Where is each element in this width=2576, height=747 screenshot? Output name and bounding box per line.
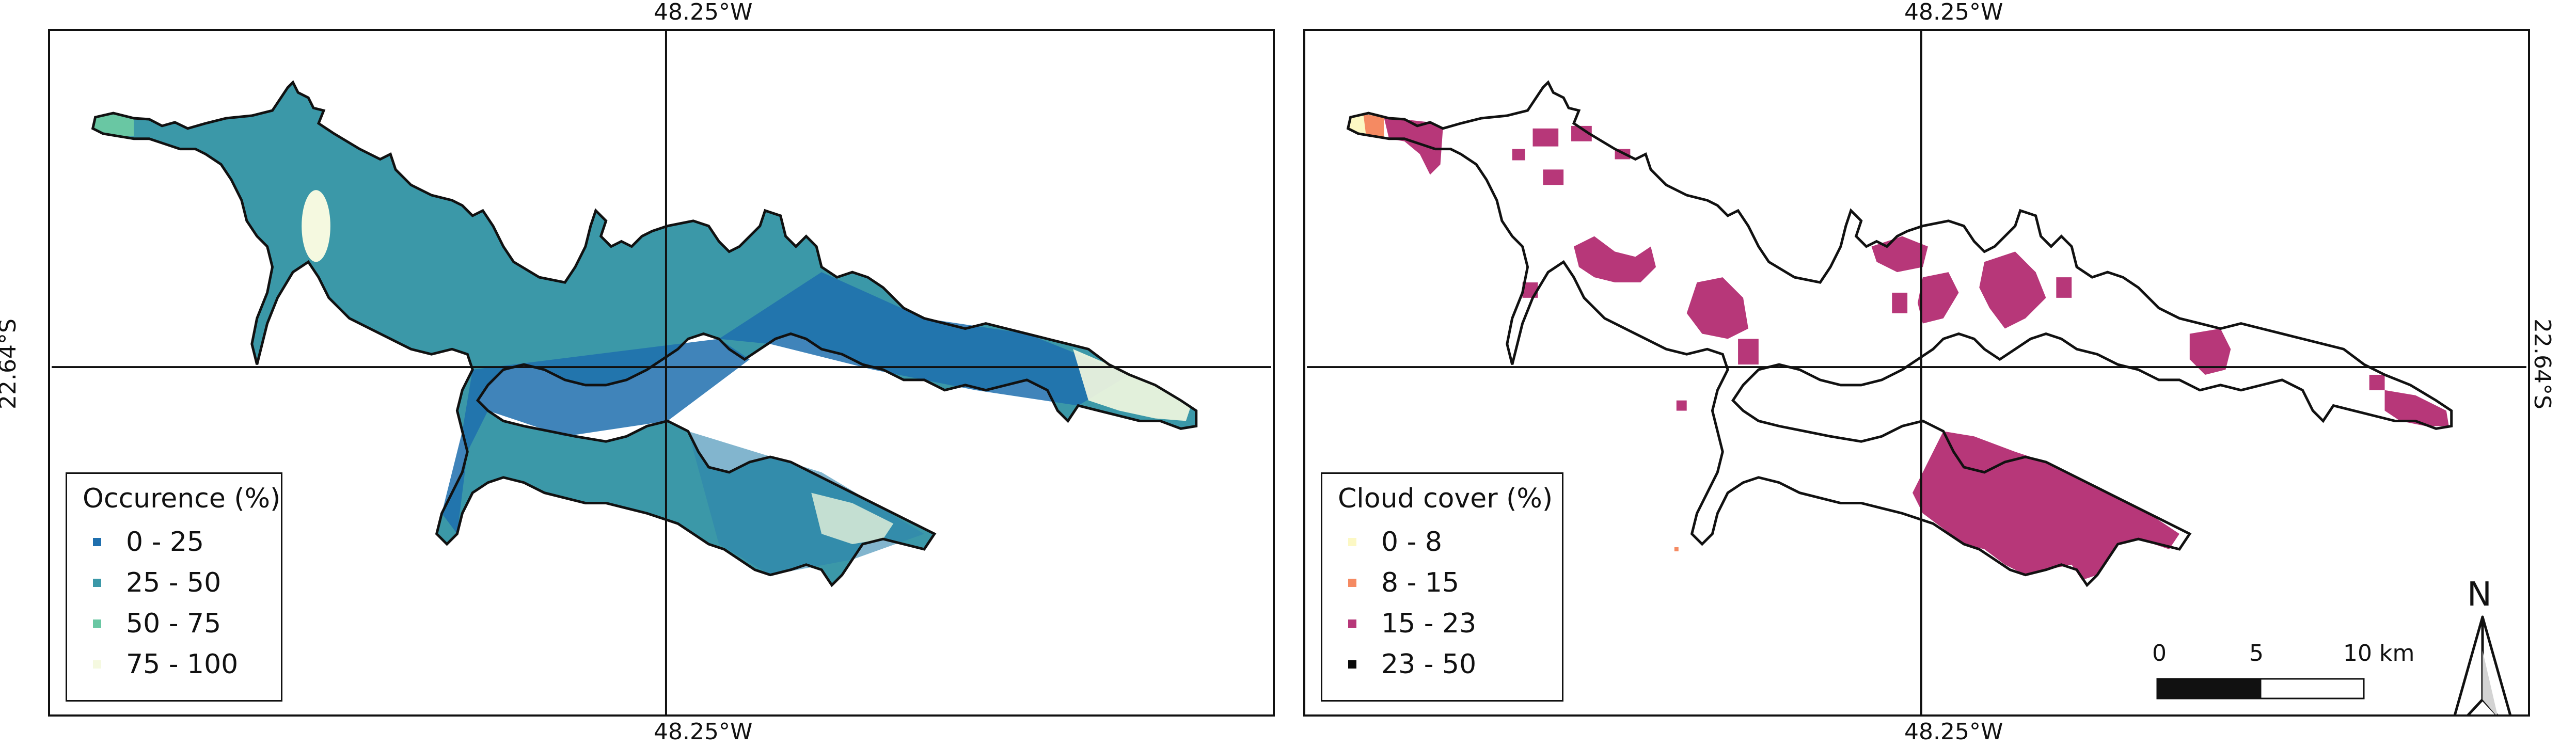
- legend-swatch: [1348, 660, 1356, 669]
- cloud-patch: [1574, 236, 1656, 283]
- legend-item: 8 - 15: [1338, 562, 1546, 603]
- legend-title: Occurence (%): [83, 483, 281, 514]
- cloud-patch-medium: [1363, 114, 1384, 138]
- legend-swatch: [93, 537, 101, 546]
- cloud-patch: [2369, 374, 2385, 390]
- legend-item: 75 - 100: [83, 644, 265, 685]
- cloud-patch: [1384, 117, 1443, 175]
- north-arrow: N: [2446, 576, 2519, 714]
- top-longitude-label-right: 48.25°W: [1904, 0, 2003, 25]
- scale-bar-graphic: [2156, 678, 2365, 700]
- legend-label: 23 - 50: [1381, 648, 1477, 680]
- cloud-patch: [1979, 251, 2046, 329]
- island-light-patch: [302, 190, 330, 262]
- legend-label: 25 - 50: [126, 567, 222, 598]
- legend-item: 25 - 50: [83, 562, 265, 603]
- legend-item: 15 - 23: [1338, 603, 1546, 644]
- legend-swatch: [1348, 619, 1356, 628]
- legend-swatch: [93, 578, 101, 587]
- cloud-patch: [1532, 128, 1559, 147]
- cloud-patch: [1543, 169, 1564, 185]
- north-arrow-icon: [2453, 615, 2512, 714]
- cloud-cover-map-panel: Cloud cover (%) 0 - 8 8 - 15 15 - 23 23 …: [1303, 29, 2530, 717]
- bottom-longitude-label-right: 48.25°W: [1904, 719, 2003, 745]
- legend-swatch: [93, 660, 101, 669]
- legend-label: 15 - 23: [1381, 608, 1477, 639]
- occurrence-legend: Occurence (%) 0 - 25 25 - 50 50 - 75 75 …: [66, 472, 282, 702]
- cloud-patch: [1676, 400, 1687, 411]
- cloud-cover-map: [1307, 31, 2526, 714]
- scale-label-ten: 10 km: [2343, 640, 2415, 666]
- scale-label-zero: 0: [2152, 640, 2167, 666]
- legend-title: Cloud cover (%): [1338, 483, 1553, 514]
- cloud-cover-legend: Cloud cover (%) 0 - 8 8 - 15 15 - 23 23 …: [1321, 472, 1563, 702]
- right-latitude-label: 22.64°S: [2528, 319, 2555, 409]
- cloud-patch: [1892, 292, 1908, 313]
- cloud-patch: [2384, 390, 2449, 426]
- legend-label: 0 - 8: [1381, 526, 1442, 558]
- scale-label-five: 5: [2249, 640, 2264, 666]
- blue-occurrence-zone-east: [719, 272, 1130, 406]
- cloud-patch: [1917, 272, 1959, 324]
- cloud-patch: [1512, 149, 1525, 161]
- left-latitude-label: 22.64°S: [0, 319, 21, 409]
- legend-item: 0 - 25: [83, 521, 265, 562]
- legend-label: 8 - 15: [1381, 567, 1460, 598]
- cloud-patch: [1913, 431, 2179, 580]
- cloud-cover-patches: [1384, 117, 2449, 580]
- legend-item: 0 - 8: [1338, 521, 1546, 562]
- legend-swatch: [93, 619, 101, 628]
- cloud-patch: [2056, 277, 2072, 298]
- cloud-patch: [1738, 339, 1759, 365]
- green-occurrence-patch-nw: [92, 113, 134, 136]
- scale-bar: 0 5 10 km: [2152, 635, 2414, 707]
- north-label: N: [2467, 576, 2492, 614]
- legend-label: 50 - 75: [126, 608, 222, 639]
- legend-item: 23 - 50: [1338, 644, 1546, 685]
- cloud-patch: [2189, 328, 2231, 375]
- legend-swatch: [1348, 578, 1356, 587]
- light-occurrence-patch-south: [811, 492, 894, 544]
- legend-label: 0 - 25: [126, 526, 204, 558]
- cloud-patch-low: [1348, 114, 1366, 134]
- cloud-patch-medium: [1674, 547, 1679, 551]
- legend-item: 50 - 75: [83, 603, 265, 644]
- blue-occurrence-zone-southeast: [688, 431, 924, 575]
- bottom-longitude-label-left: 48.25°W: [654, 719, 753, 745]
- occurrence-map: [52, 31, 1271, 714]
- occurrence-map-panel: Occurence (%) 0 - 25 25 - 50 50 - 75 75 …: [48, 29, 1275, 717]
- blue-occurrence-zone-south: [441, 339, 750, 534]
- legend-swatch: [1348, 537, 1356, 546]
- cloud-patch: [1686, 277, 1748, 339]
- light-occurrence-patch-east: [1073, 349, 1191, 421]
- legend-label: 75 - 100: [126, 648, 239, 680]
- top-longitude-label-left: 48.25°W: [654, 0, 753, 25]
